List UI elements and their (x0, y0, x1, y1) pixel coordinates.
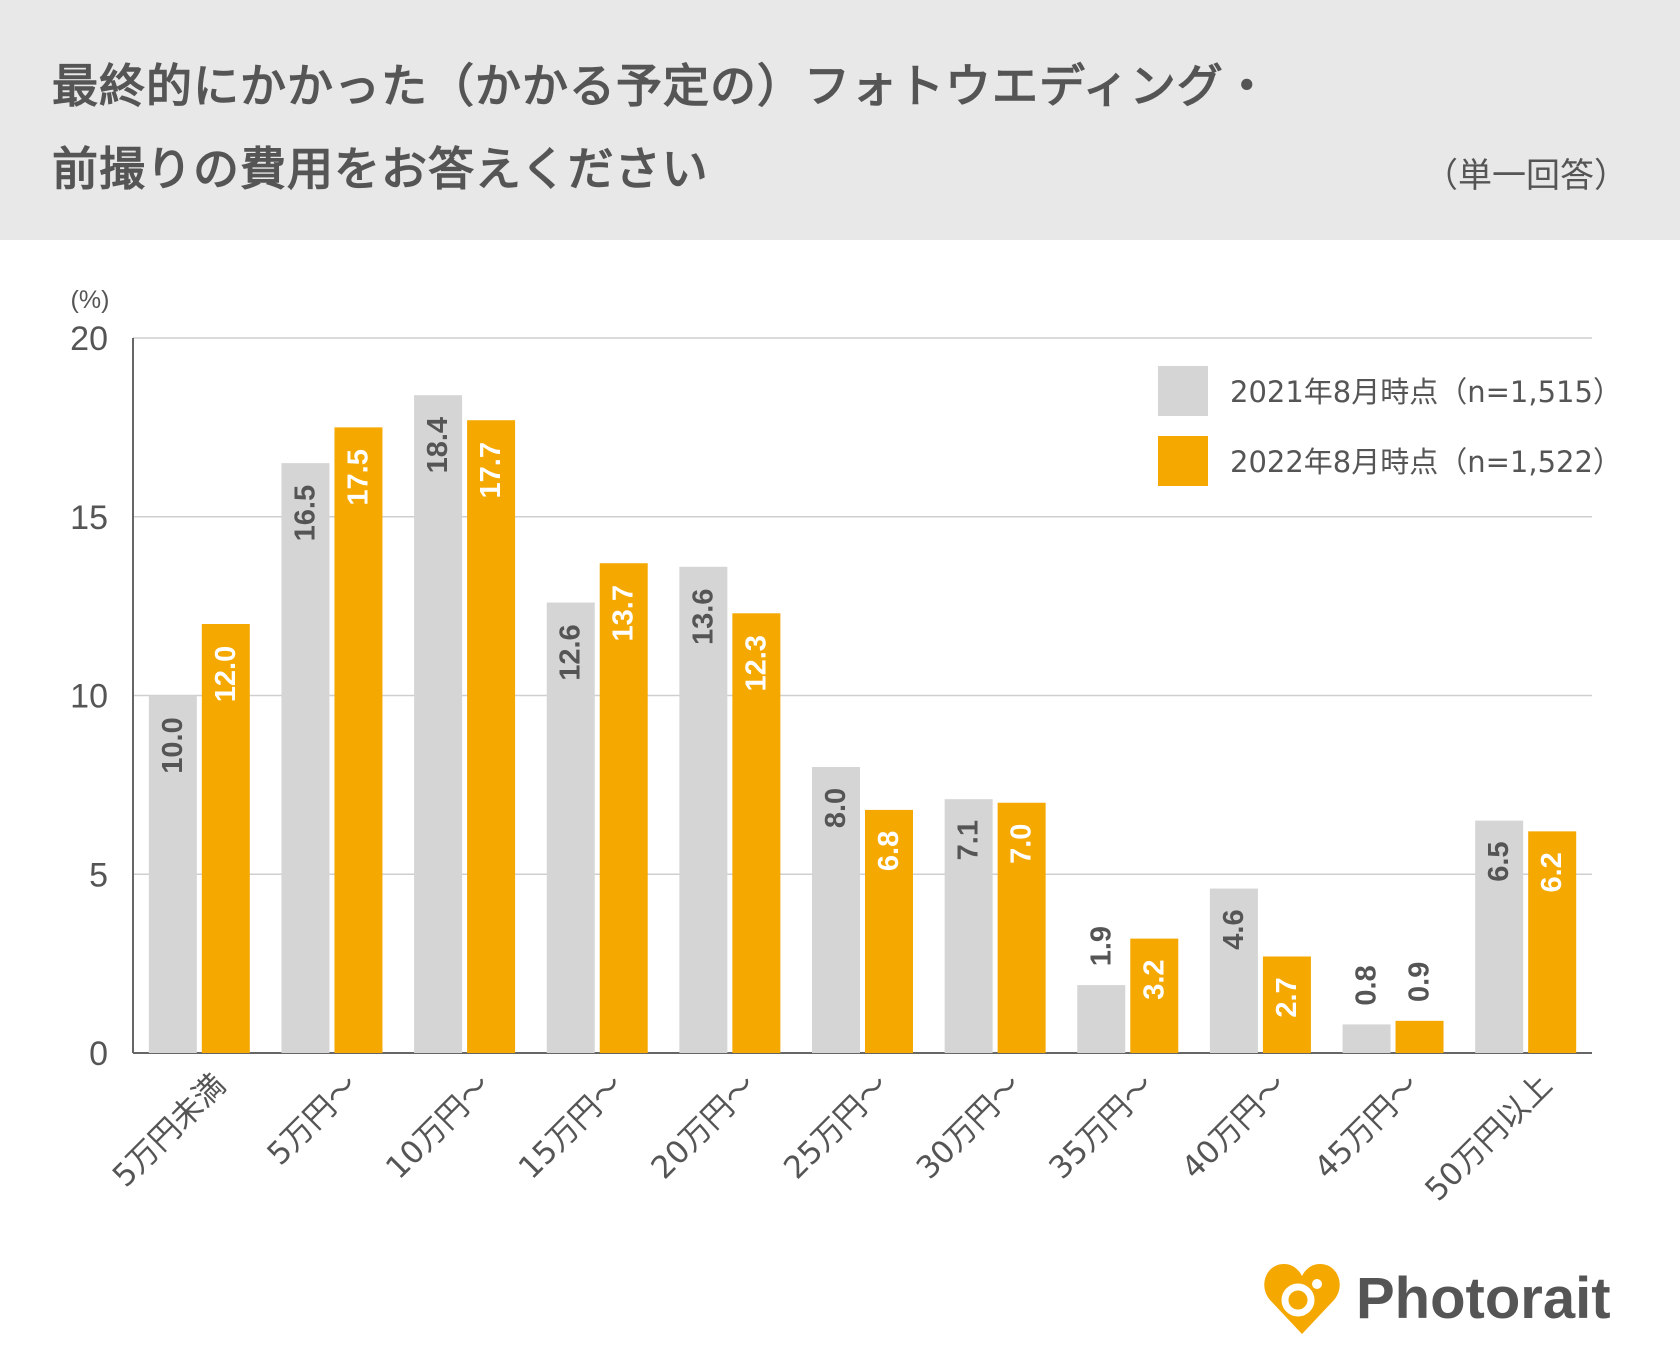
data-label: 12.0 (210, 646, 242, 702)
bar (148, 695, 197, 1053)
x-tick-label: 25万円～ (777, 1067, 896, 1186)
x-tick-label: 10万円～ (379, 1067, 498, 1186)
data-label: 17.7 (475, 442, 507, 498)
bar (599, 563, 648, 1053)
bar (1528, 831, 1577, 1053)
data-label: 6.5 (1483, 841, 1515, 881)
data-label: 7.0 (1006, 824, 1038, 864)
data-label: 12.3 (740, 635, 772, 691)
bar (997, 802, 1046, 1053)
y-tick-label: 20 (70, 320, 108, 358)
bar (467, 420, 516, 1054)
bar (334, 427, 383, 1053)
bar (414, 395, 463, 1053)
x-tick-label: 30万円～ (910, 1067, 1029, 1186)
bar (546, 602, 595, 1053)
legend-label: 2022年8月時点（n=1,522） (1230, 445, 1622, 479)
bar (201, 624, 250, 1053)
data-label: 12.6 (555, 624, 587, 680)
x-tick-label: 5万円～ (260, 1067, 365, 1172)
data-label: 6.2 (1536, 852, 1568, 892)
bar (812, 767, 860, 1053)
y-tick-label: 10 (70, 678, 108, 716)
bar (1395, 1020, 1444, 1053)
bar (732, 613, 781, 1053)
data-label: 13.6 (687, 589, 719, 645)
legend-swatch (1158, 366, 1208, 416)
data-label: 7.1 (953, 820, 985, 860)
data-label: 18.4 (422, 417, 454, 473)
data-label: 3.2 (1138, 959, 1170, 999)
data-label: 2.7 (1271, 977, 1303, 1017)
data-label: 13.7 (608, 585, 640, 641)
bar (944, 799, 993, 1053)
brand-name: Photorait (1356, 1265, 1611, 1331)
x-tick-label: 35万円～ (1042, 1067, 1161, 1186)
bar (865, 809, 913, 1053)
data-label: 4.6 (1218, 909, 1250, 949)
legend-label: 2021年8月時点（n=1,515） (1230, 375, 1622, 409)
bar-chart: 0 5 10 15 20 (%) 10.0 12.0 5万円未満 16.5 17.5 5万円～ 18.4… (70, 286, 1622, 1208)
x-tick-label: 40万円～ (1175, 1067, 1294, 1186)
chart-title-line1: 最終的にかかった（かかる予定の）フォトウエディング・ (52, 59, 1271, 113)
brand-logo: Photorait (1262, 1258, 1611, 1338)
data-label: 0.8 (1351, 965, 1383, 1005)
bar (1209, 888, 1258, 1053)
y-tick-label: 5 (89, 856, 108, 894)
data-label: 16.5 (289, 485, 321, 541)
bar (1475, 820, 1524, 1053)
header: 最終的にかかった（かかる予定の）フォトウエディング・ 前撮りの費用をお答えくださ… (0, 0, 1680, 240)
bar (1077, 985, 1126, 1053)
answer-type-note: （単一回答） (1424, 156, 1628, 196)
data-label: 10.0 (157, 717, 189, 773)
bar (1130, 938, 1179, 1053)
data-label: 1.9 (1085, 926, 1117, 966)
bar (281, 463, 330, 1053)
legend-swatch (1158, 436, 1208, 486)
x-tick-label: 50万円以上 (1418, 1067, 1559, 1208)
bar (679, 566, 728, 1053)
data-label: 6.8 (873, 831, 905, 871)
x-tick-label: 20万円～ (644, 1067, 763, 1186)
bar (1262, 956, 1311, 1053)
x-tick-label: 5万円未満 (106, 1067, 233, 1194)
y-tick-label: 15 (70, 499, 108, 537)
data-label: 0.9 (1404, 962, 1436, 1002)
x-tick-label: 45万円～ (1308, 1067, 1427, 1186)
chart-title-line2: 前撮りの費用をお答えください (52, 142, 709, 196)
x-tick-label: 15万円～ (512, 1067, 631, 1186)
data-label: 8.0 (820, 788, 852, 828)
y-tick-label: 0 (89, 1035, 108, 1073)
heart-logo-icon (1264, 1264, 1340, 1334)
y-axis-label: (%) (71, 286, 110, 314)
data-label: 17.5 (342, 449, 374, 505)
bar (1342, 1024, 1391, 1053)
